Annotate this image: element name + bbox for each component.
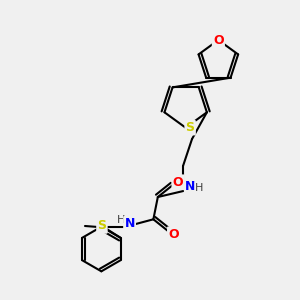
Text: O: O [213, 34, 224, 46]
Text: O: O [168, 228, 179, 241]
Text: H: H [195, 182, 204, 193]
Text: O: O [173, 176, 183, 189]
Text: N: N [185, 180, 196, 193]
Text: N: N [124, 217, 135, 230]
Text: S: S [186, 121, 195, 134]
Text: H: H [116, 215, 125, 225]
Text: S: S [98, 220, 106, 232]
